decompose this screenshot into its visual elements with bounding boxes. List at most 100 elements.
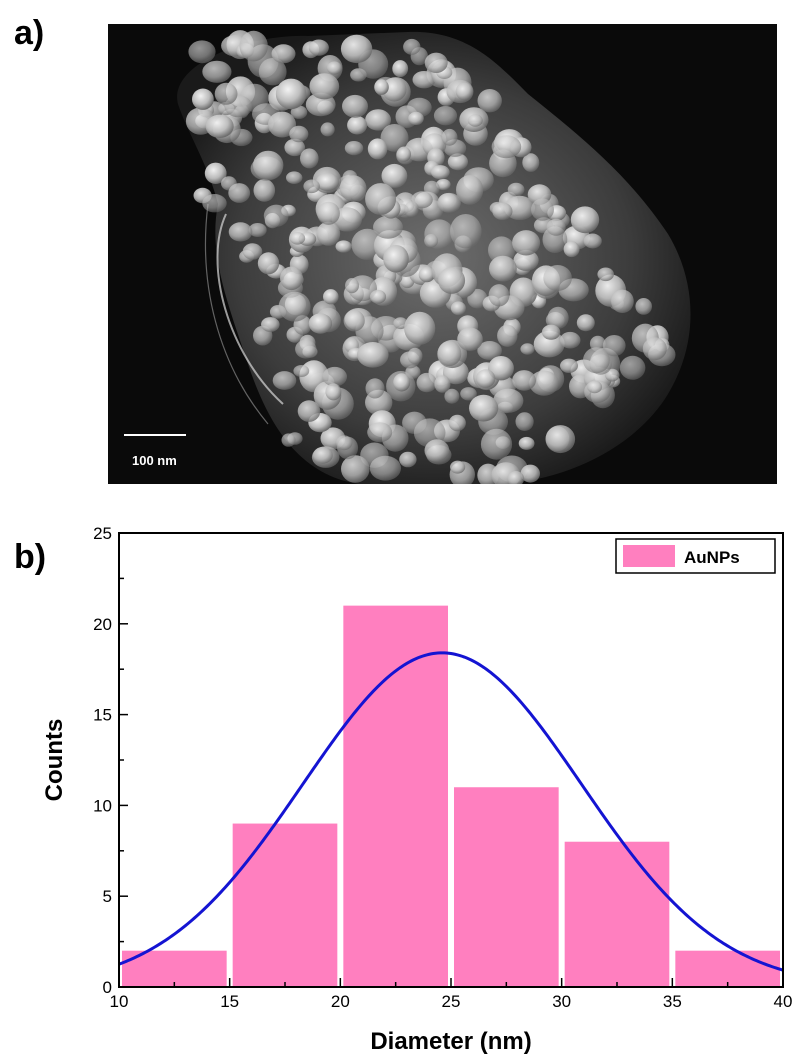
nanoparticle — [489, 255, 517, 282]
nanoparticle — [444, 388, 460, 404]
nanoparticle — [204, 162, 227, 184]
y-tick-label: 5 — [103, 887, 112, 906]
nanoparticle — [380, 124, 409, 152]
nanoparticle — [437, 192, 461, 213]
nanoparticle — [248, 223, 267, 237]
nanoparticle — [467, 288, 488, 309]
nanoparticle — [403, 38, 421, 55]
nanoparticle — [357, 342, 389, 368]
nanoparticle — [513, 249, 539, 271]
nanoparticle — [323, 289, 339, 305]
nanoparticle — [520, 464, 540, 483]
x-tick-label: 10 — [110, 992, 129, 1011]
cluster-edge — [216, 213, 284, 405]
x-tick-label: 15 — [220, 992, 239, 1011]
nanoparticle — [441, 128, 458, 146]
scale-bar-label: 100 nm — [132, 453, 177, 468]
nanoparticle — [583, 347, 610, 374]
nanoparticle — [286, 171, 303, 184]
nanoparticle — [399, 451, 417, 468]
nanoparticle — [393, 317, 408, 330]
nanoparticle — [497, 324, 518, 347]
nanoparticle — [457, 327, 483, 351]
nanoparticle — [635, 298, 652, 315]
nanoparticle — [493, 388, 524, 413]
nanoparticle — [518, 436, 535, 450]
nanoparticle — [316, 221, 341, 246]
nanoparticle — [300, 148, 319, 169]
nanoparticle — [407, 347, 423, 365]
nanoparticle — [541, 324, 561, 340]
nanoparticle — [475, 369, 496, 388]
nanoparticle — [434, 375, 451, 393]
nanoparticle — [545, 425, 576, 454]
nanoparticle — [322, 366, 347, 387]
x-tick-label: 35 — [663, 992, 682, 1011]
nanoparticle — [563, 241, 580, 258]
nanoparticle — [392, 60, 409, 78]
y-tick-label: 25 — [93, 524, 112, 543]
nanoparticle — [275, 78, 307, 110]
nanoparticle — [381, 163, 408, 188]
nanoparticle — [369, 455, 401, 481]
nanoparticles — [185, 30, 676, 484]
nanoparticle — [297, 400, 321, 422]
y-tick-label: 20 — [93, 615, 112, 634]
nanoparticle — [342, 94, 368, 118]
nanoparticle — [436, 178, 451, 191]
nanoparticle — [325, 383, 342, 401]
nanoparticle — [272, 371, 297, 390]
nanoparticle — [253, 150, 284, 180]
legend-swatch — [623, 545, 675, 567]
nanoparticle — [507, 471, 525, 484]
nanoparticle — [450, 301, 466, 316]
gaussian-fit-curve — [118, 651, 784, 972]
nanoparticle — [284, 138, 305, 157]
nanoparticle — [491, 135, 522, 159]
nanoparticle — [587, 380, 603, 394]
nanoparticle — [367, 422, 393, 443]
nanoparticle — [424, 52, 448, 73]
nanoparticle — [515, 412, 534, 431]
legend-label: AuNPs — [684, 548, 740, 567]
histogram-bar — [675, 950, 780, 987]
nanoparticle — [546, 218, 566, 236]
nanoparticle — [477, 89, 502, 113]
nanoparticle — [382, 77, 407, 102]
nanoparticle — [522, 153, 540, 172]
nanoparticle — [583, 233, 602, 249]
nanoparticle — [393, 373, 411, 392]
nanoparticle — [597, 267, 614, 282]
nanoparticle — [418, 266, 435, 283]
nanoparticle — [480, 428, 513, 460]
nanoparticle — [202, 194, 227, 213]
nanoparticle — [424, 234, 439, 248]
nanoparticle — [369, 289, 387, 304]
x-tick-label: 20 — [331, 992, 350, 1011]
nanoparticle — [396, 146, 411, 162]
x-tick-label: 30 — [552, 992, 571, 1011]
nanoparticle — [408, 111, 424, 125]
nanoparticle — [188, 40, 216, 64]
nanoparticle — [365, 183, 397, 215]
nanoparticle — [308, 313, 333, 334]
nanoparticle — [316, 173, 340, 191]
nanoparticle — [281, 433, 296, 447]
nanoparticle — [242, 243, 263, 260]
nanoparticle — [447, 153, 468, 171]
nanoparticle — [456, 175, 484, 205]
nanoparticle — [289, 125, 309, 143]
nanoparticle — [430, 165, 450, 180]
nanoparticle — [340, 34, 373, 64]
nanoparticle — [404, 311, 436, 345]
nanoparticle — [343, 309, 365, 332]
nanoparticle — [642, 337, 667, 361]
nanoparticle — [351, 228, 384, 260]
nanoparticle — [438, 267, 466, 294]
nanoparticle — [317, 201, 340, 225]
panel-label-a: a) — [14, 14, 45, 52]
nanoparticle — [406, 97, 432, 118]
nanoparticle — [345, 278, 359, 294]
nanoparticle — [192, 88, 214, 110]
nanoparticle — [205, 114, 234, 138]
